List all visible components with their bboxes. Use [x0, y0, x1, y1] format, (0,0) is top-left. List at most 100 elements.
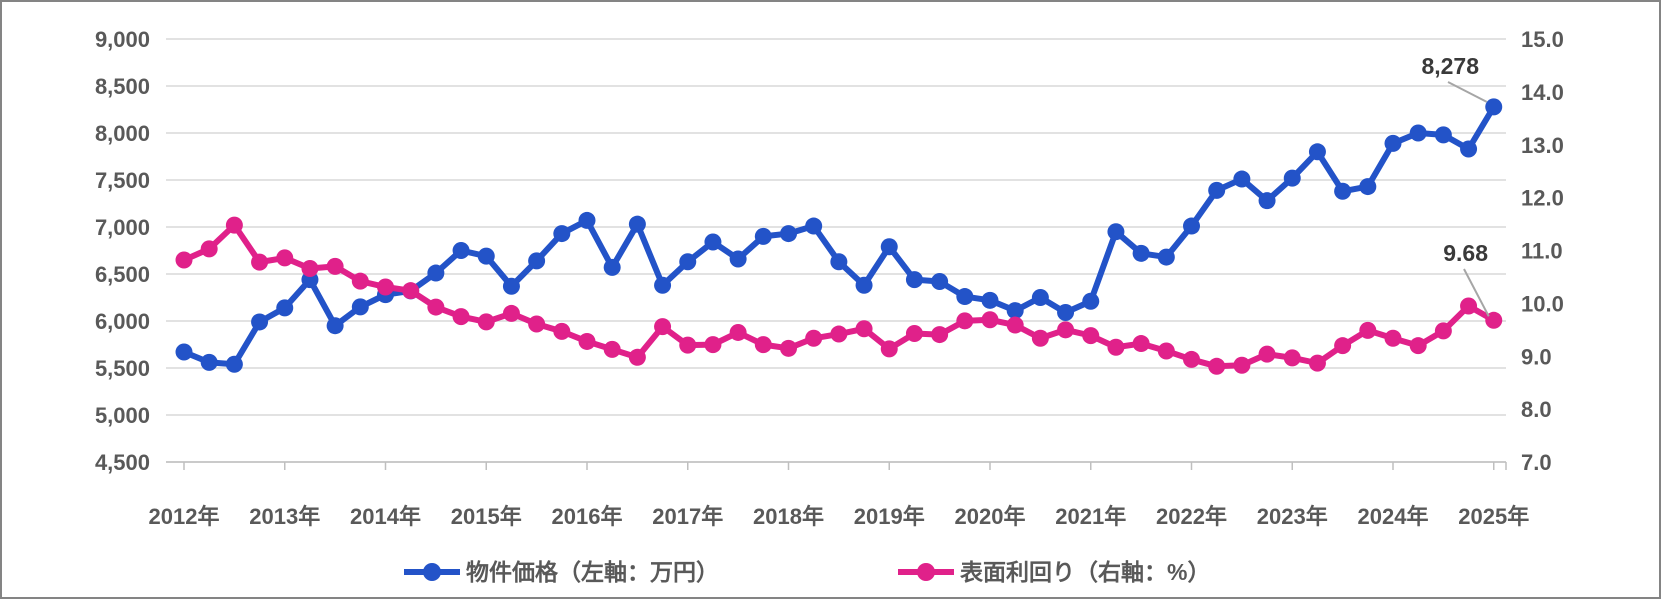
price-data-point [603, 258, 621, 276]
price-data-point [1208, 181, 1226, 199]
yield-data-point [981, 311, 999, 329]
yield-data-point [1258, 345, 1276, 363]
yield-data-point [1031, 329, 1049, 347]
price-data-point [251, 313, 269, 331]
yield-data-point [251, 253, 269, 271]
yield-data-point [654, 318, 672, 336]
price-annotation: 8,278 [1421, 53, 1479, 79]
left-axis-tick-label: 8,500 [95, 74, 150, 99]
yield-data-point [603, 340, 621, 358]
x-axis-year-label: 2018年 [753, 504, 824, 529]
x-axis-year-label: 2025年 [1458, 504, 1529, 529]
yield-data-point [1006, 316, 1024, 334]
annotation-leader-line [1447, 81, 1488, 103]
price-data-point [1006, 302, 1024, 320]
price-data-point [553, 225, 571, 243]
yield-data-point [704, 336, 722, 354]
x-axis-year-label: 2017年 [652, 504, 723, 529]
yield-data-point [326, 257, 344, 275]
price-data-point [780, 225, 797, 243]
legend-price-marker-icon [423, 563, 441, 581]
yield-data-point [477, 313, 495, 331]
price-data-point [855, 276, 873, 294]
yield-data-point [1233, 356, 1251, 374]
yield-data-point [1460, 297, 1478, 315]
price-data-point [1485, 98, 1503, 116]
yield-data-point [578, 332, 596, 350]
price-data-point [1233, 170, 1251, 188]
yield-data-point [880, 340, 898, 358]
price-data-point [1359, 178, 1377, 196]
price-data-point [1183, 217, 1200, 235]
x-axis-year-label: 2015年 [451, 504, 522, 529]
yield-data-point [628, 348, 646, 366]
yield-data-point [502, 304, 520, 322]
right-axis-tick-label: 7.0 [1521, 450, 1552, 475]
left-axis-tick-label: 6,500 [95, 262, 150, 287]
price-data-point [326, 317, 344, 335]
price-data-point [729, 250, 747, 268]
yield-data-point [1409, 337, 1427, 355]
price-data-point [477, 247, 495, 265]
yield-data-point [1384, 329, 1402, 347]
price-data-point [956, 288, 974, 306]
yield-data-point [729, 323, 747, 341]
x-axis-year-label: 2021年 [1055, 504, 1126, 529]
price-data-point [931, 273, 949, 291]
price-data-point [175, 343, 193, 361]
x-axis-year-label: 2012年 [149, 504, 220, 529]
right-axis-tick-label: 10.0 [1521, 291, 1564, 316]
price-data-point [276, 299, 294, 317]
yield-data-point [225, 216, 243, 234]
left-axis-tick-label: 9,000 [95, 27, 150, 52]
price-data-point [1283, 169, 1301, 187]
price-data-point [1082, 292, 1100, 310]
yield-data-point [1132, 335, 1150, 353]
price-data-point [1409, 124, 1427, 142]
yield-data-point [1334, 337, 1352, 355]
yield-data-point [679, 336, 697, 354]
yield-data-point [427, 298, 445, 316]
yield-data-point [931, 326, 949, 344]
yield-data-point [200, 240, 218, 258]
x-axis-year-label: 2023年 [1257, 504, 1328, 529]
x-axis-year-label: 2024年 [1358, 504, 1429, 529]
yield-data-point [175, 251, 193, 269]
yield-data-point [905, 325, 923, 343]
yield-data-point [1283, 349, 1301, 367]
yield-data-point [754, 336, 772, 354]
price-data-point [704, 233, 722, 251]
price-data-point [1258, 192, 1276, 210]
x-axis-year-label: 2014年 [350, 504, 421, 529]
right-axis-tick-label: 9.0 [1521, 344, 1552, 369]
price-data-point [1460, 140, 1478, 158]
price-data-point [452, 242, 470, 259]
x-axis-year-label: 2016年 [552, 504, 623, 529]
yield-data-point [1082, 327, 1100, 345]
price-data-point [830, 253, 848, 271]
price-data-point [880, 238, 898, 256]
price-data-point [351, 298, 369, 316]
annotation-leader-line [1463, 268, 1490, 317]
yield-data-point [1485, 311, 1503, 329]
x-axis-year-label: 2019年 [854, 504, 925, 529]
x-axis-year-label: 2013年 [249, 504, 320, 529]
yield-data-point [402, 282, 420, 300]
price-data-point [805, 217, 823, 235]
legend-label-yield: 表面利回り（右軸：%） [960, 559, 1210, 585]
yield-data-point [1308, 354, 1326, 372]
price-data-point [427, 264, 445, 282]
price-data-point [502, 277, 520, 295]
price-data-point [1334, 182, 1352, 200]
price-data-point [1132, 244, 1150, 262]
right-axis-tick-label: 13.0 [1521, 133, 1564, 158]
left-axis-tick-label: 7,500 [95, 168, 150, 193]
left-axis-tick-label: 6,000 [95, 309, 150, 334]
yield-data-point [377, 278, 394, 296]
price-data-point [679, 253, 697, 271]
price-data-point [225, 355, 243, 373]
yield-data-point [553, 322, 571, 340]
legend-label-price: 物件価格（左軸：万円） [466, 559, 719, 585]
